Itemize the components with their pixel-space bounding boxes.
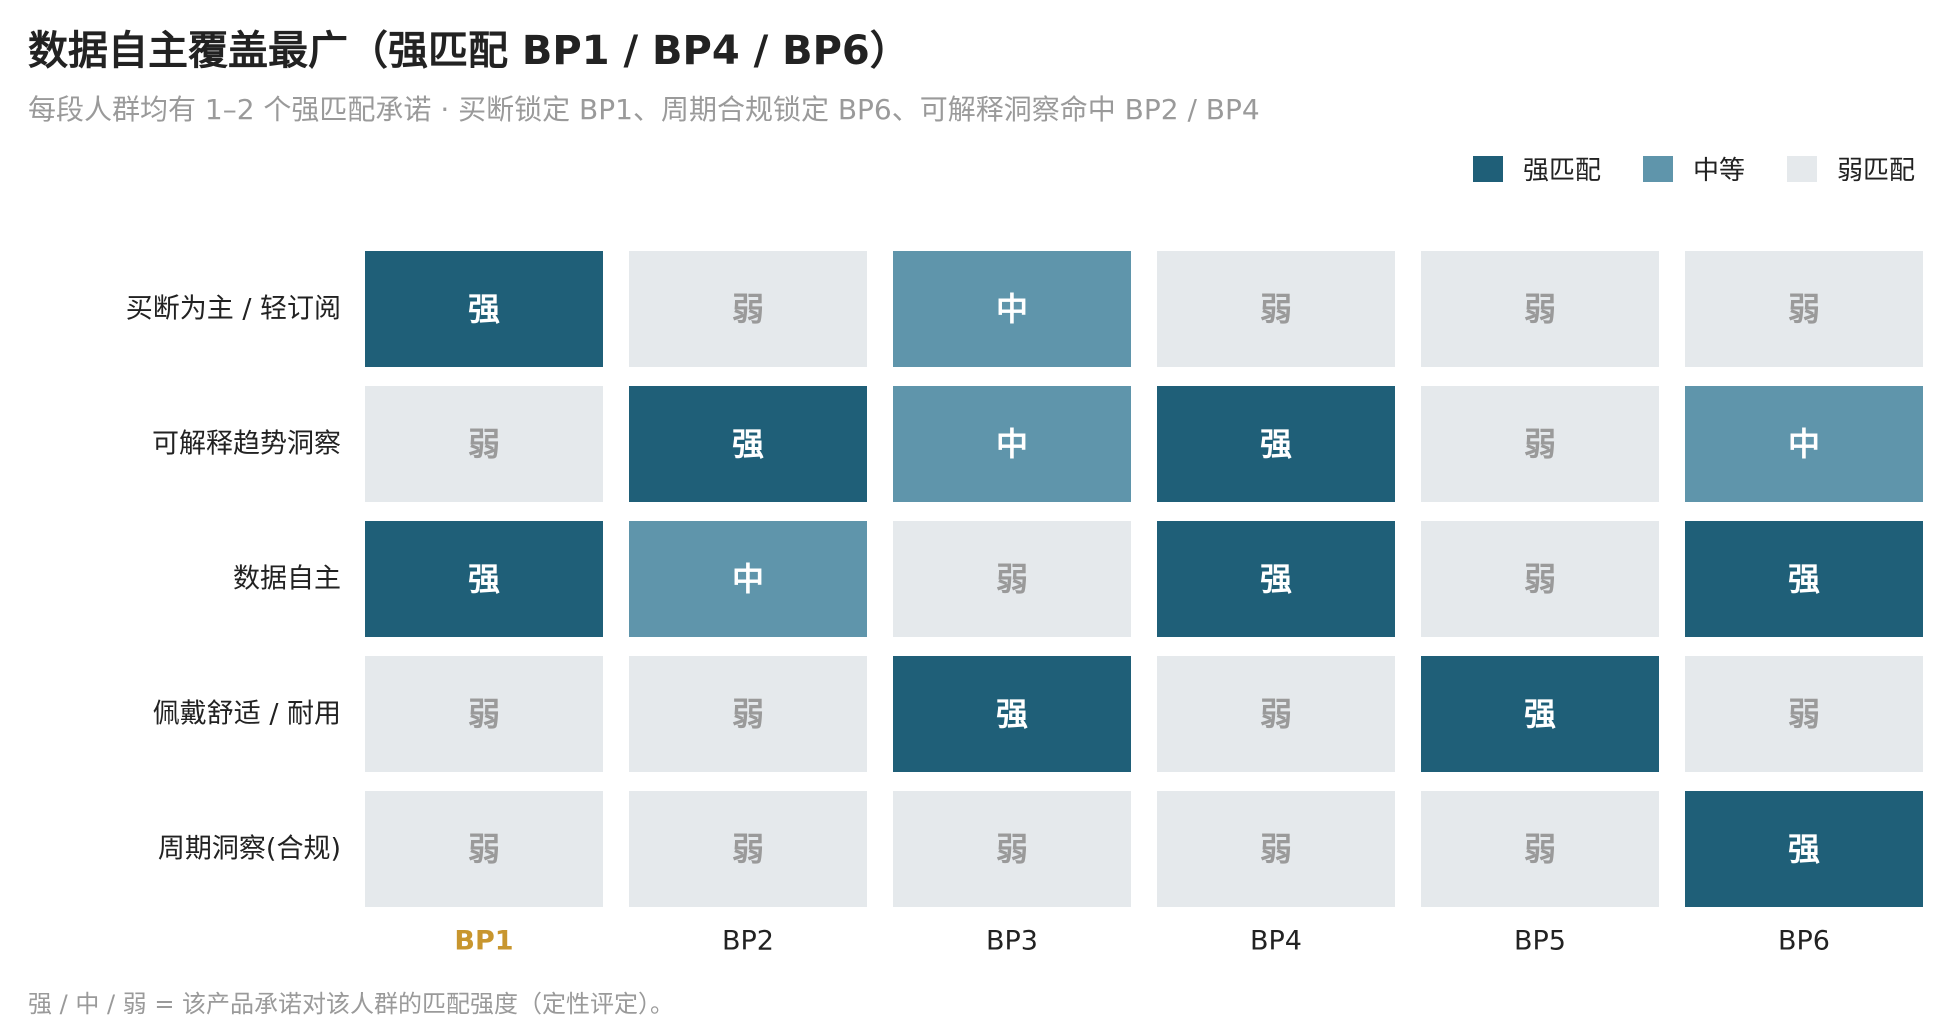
legend-item-strong: 强匹配 [1472, 150, 1601, 187]
cell-value-label: 强 [732, 425, 764, 463]
legend-label-strong: 强匹配 [1522, 156, 1601, 186]
cell-value-label: 强 [468, 290, 500, 328]
heatmap-cell [1421, 386, 1659, 502]
heatmap-cell [1157, 386, 1395, 502]
cell-value-label: 弱 [732, 695, 764, 733]
cell-value-label: 强 [996, 695, 1028, 733]
column-label: BP6 [1778, 926, 1830, 957]
heatmap-cell [365, 656, 603, 772]
cell-value-label: 强 [468, 560, 500, 598]
cell-value-label: 弱 [1524, 425, 1556, 463]
heatmap-cell [365, 521, 603, 637]
footnote: 强 / 中 / 弱 = 该产品承诺对该人群的匹配强度（定性评定）。 [28, 990, 675, 1018]
heatmap-cell [1685, 791, 1923, 907]
heatmap-cell [629, 656, 867, 772]
cell-value-label: 弱 [468, 425, 500, 463]
heatmap-cell [1421, 251, 1659, 367]
chart-title: 数据自主覆盖最广（强匹配 BP1 / BP4 / BP6） [28, 28, 910, 74]
row-label: 数据自主 [233, 564, 341, 595]
cell-value-label: 弱 [996, 830, 1028, 868]
cell-value-label: 强 [1524, 695, 1556, 733]
legend-swatch-strong [1472, 155, 1503, 182]
legend: 强匹配 中等 弱匹配 [1431, 150, 1915, 187]
cell-value-label: 弱 [1260, 830, 1292, 868]
cell-value-label: 强 [1260, 560, 1292, 598]
legend-label-weak: 弱匹配 [1836, 156, 1915, 186]
legend-item-medium: 中等 [1642, 150, 1745, 187]
heatmap-cell [629, 251, 867, 367]
cell-value-label: 弱 [1524, 290, 1556, 328]
heatmap-cell [629, 791, 867, 907]
heatmap-cell [1421, 791, 1659, 907]
heatmap-cell [629, 386, 867, 502]
column-label: BP3 [986, 926, 1038, 957]
heatmap-cell [1157, 656, 1395, 772]
row-label: 佩戴舒适 / 耐用 [153, 699, 341, 730]
heatmap-cell [365, 386, 603, 502]
cell-value-label: 强 [1260, 425, 1292, 463]
legend-item-weak: 弱匹配 [1786, 150, 1915, 187]
column-label: BP5 [1514, 926, 1566, 957]
legend-swatch-weak [1786, 155, 1817, 182]
heatmap-cell [1685, 386, 1923, 502]
chart-subtitle: 每段人群均有 1–2 个强匹配承诺 · 买断锁定 BP1、周期合规锁定 BP6、… [28, 93, 1260, 126]
cell-value-label: 弱 [1524, 830, 1556, 868]
legend-swatch-medium [1642, 155, 1673, 182]
row-label: 可解释趋势洞察 [152, 429, 341, 460]
cell-value-label: 中 [732, 560, 764, 598]
cell-value-label: 弱 [996, 560, 1028, 598]
cell-value-label: 中 [1788, 425, 1820, 463]
heatmap-cell [1157, 791, 1395, 907]
column-label: BP1 [454, 926, 513, 957]
cell-value-label: 弱 [468, 830, 500, 868]
legend-label-medium: 中等 [1692, 156, 1745, 186]
heatmap-cell [893, 251, 1131, 367]
column-label: BP4 [1250, 926, 1302, 957]
cell-value-label: 强 [1788, 830, 1820, 868]
heatmap-cell [893, 521, 1131, 637]
heatmap-cell [365, 791, 603, 907]
heatmap-cell [1421, 656, 1659, 772]
cell-value-label: 弱 [1788, 290, 1820, 328]
heatmap-cell [629, 521, 867, 637]
cell-value-label: 中 [996, 425, 1028, 463]
cell-value-label: 中 [996, 290, 1028, 328]
heatmap-cell [893, 791, 1131, 907]
heatmap-cell [1421, 521, 1659, 637]
cell-value-label: 弱 [1260, 290, 1292, 328]
cell-value-label: 强 [1788, 560, 1820, 598]
heatmap-cell [893, 656, 1131, 772]
heatmap-cell [1157, 521, 1395, 637]
heatmap-cell [1685, 521, 1923, 637]
row-label: 周期洞察(合规) [158, 834, 341, 865]
heatmap-cell [1157, 251, 1395, 367]
row-label: 买断为主 / 轻订阅 [126, 294, 341, 325]
heatmap-cell [365, 251, 603, 367]
cell-value-label: 弱 [732, 290, 764, 328]
cell-value-label: 弱 [468, 695, 500, 733]
cell-value-label: 弱 [732, 830, 764, 868]
heatmap-cell [1685, 656, 1923, 772]
cell-value-label: 弱 [1260, 695, 1292, 733]
heatmap-cell [1685, 251, 1923, 367]
cell-value-label: 弱 [1788, 695, 1820, 733]
heatmap-cell [893, 386, 1131, 502]
column-label: BP2 [722, 926, 774, 957]
cell-value-label: 弱 [1524, 560, 1556, 598]
